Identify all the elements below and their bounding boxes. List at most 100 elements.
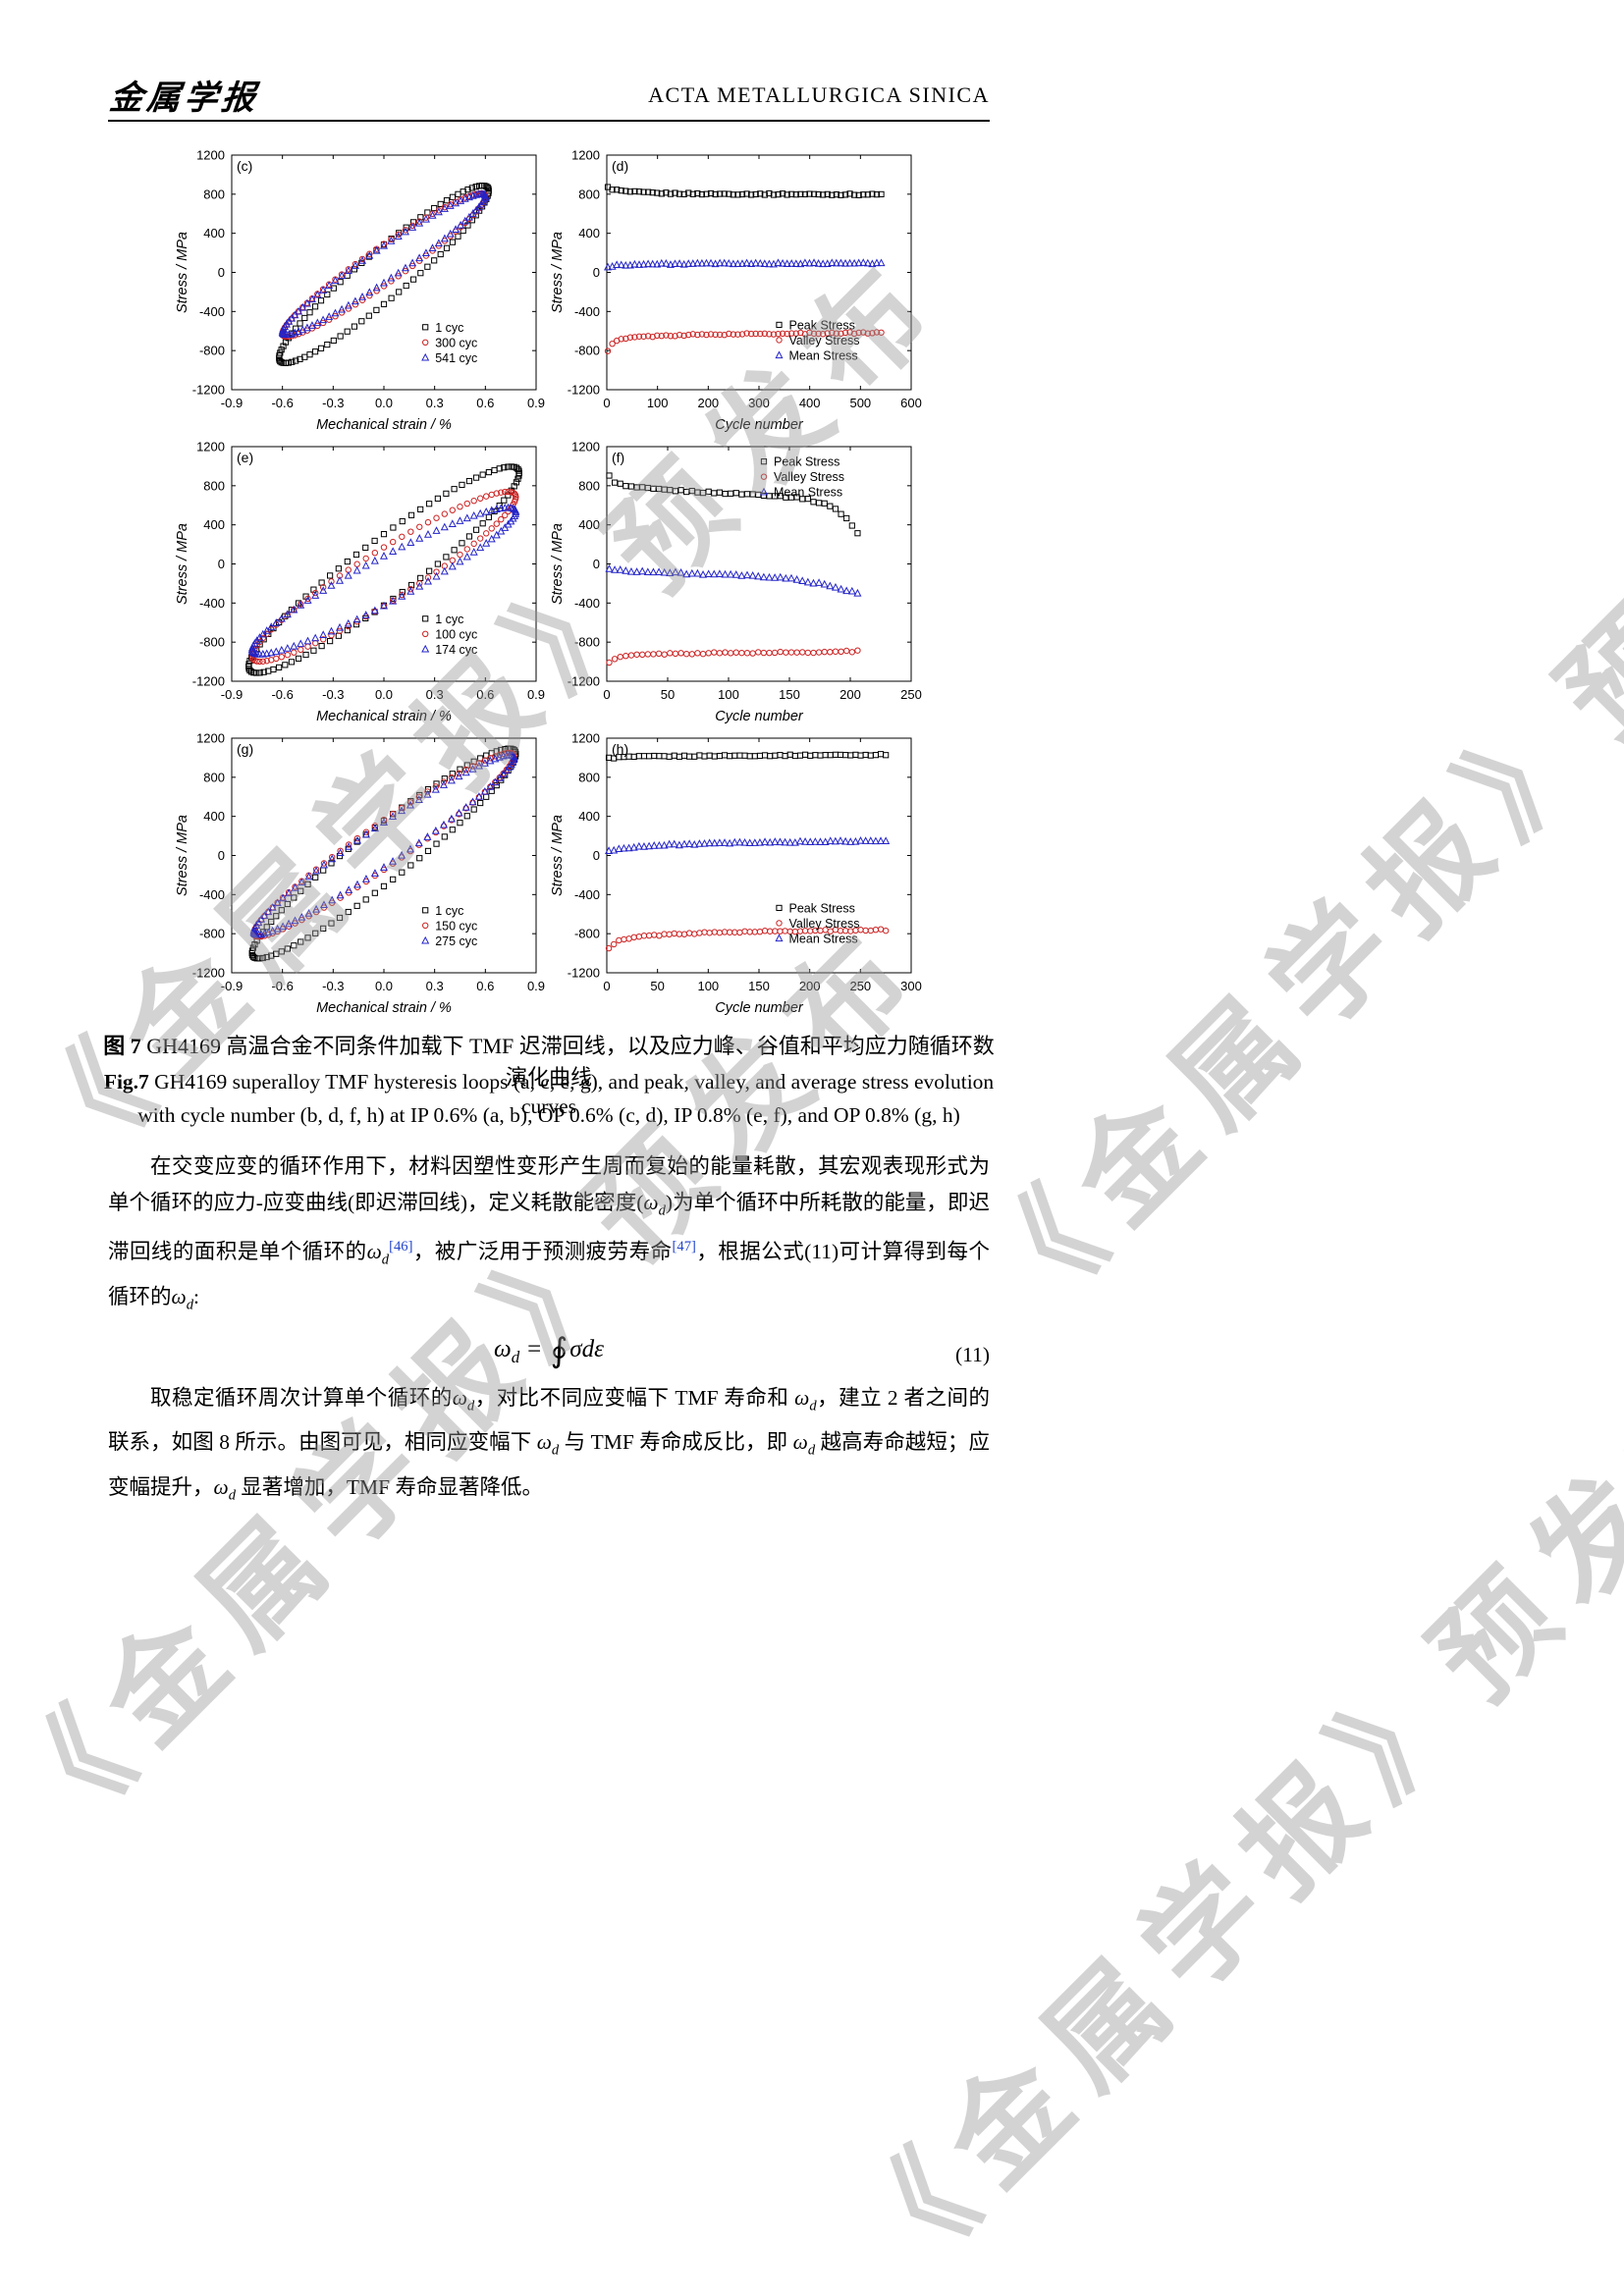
y-axis-label: Stress / MPa (175, 232, 190, 313)
svg-text:400: 400 (203, 809, 225, 824)
figure-caption-english-line2: with cycle number (b, d, f, h) at IP 0.6… (137, 1103, 960, 1127)
svg-text:800: 800 (203, 187, 225, 201)
series-150-cyc (250, 749, 517, 940)
equation-equals: = (519, 1336, 549, 1363)
paragraph-1: 在交变应变的循环作用下，材料因塑性变形产生周而复始的能量耗散，其宏观表现形式为单… (108, 1154, 990, 1313)
svg-text:100: 100 (718, 687, 739, 702)
series-275-cyc (249, 750, 518, 938)
panel-label: (d) (612, 158, 628, 174)
svg-text:-0.9: -0.9 (221, 396, 243, 410)
journal-title: ACTA METALLURGICA SINICA (648, 82, 990, 107)
chart-panel-f: 0 50 100 150 200 250 -1200 -800 -400 0 400 800 1200 C… (550, 440, 922, 725)
svg-text:400: 400 (578, 517, 600, 532)
svg-text:250: 250 (900, 687, 922, 702)
panel-label: (h) (612, 741, 628, 757)
x-axis-label: Mechanical strain / % (316, 417, 452, 433)
svg-text:800: 800 (578, 187, 600, 201)
equation-11: ωd = ∮σdε (108, 1331, 990, 1375)
svg-text:-0.6: -0.6 (271, 687, 293, 702)
svg-text:150: 150 (748, 979, 770, 993)
svg-text:0.6: 0.6 (476, 396, 494, 410)
axes: 0 50 100 150 200 250 -1200 -800 -400 0 400 800 1200 C… (550, 440, 922, 725)
equation-integrand: σdε (569, 1336, 604, 1363)
y-axis-label: Stress / MPa (550, 232, 566, 313)
series-peak-stress (606, 472, 861, 537)
svg-text:0.9: 0.9 (527, 687, 545, 702)
svg-text:0: 0 (603, 979, 610, 993)
chart-panel-e: -0.9 -0.6 -0.3 0.0 0.3 0.6 0.9 -1200 -800 -400 0 40… (175, 440, 545, 725)
legend-label: Mean Stress (789, 932, 858, 945)
svg-text:0.0: 0.0 (375, 979, 393, 993)
svg-text:-0.9: -0.9 (221, 687, 243, 702)
x-axis-label: Cycle number (715, 1000, 804, 1016)
panel-label: (e) (237, 450, 253, 465)
x-axis-label: Cycle number (715, 709, 804, 724)
equation-subscript: d (511, 1348, 520, 1367)
series-peak-stress (605, 751, 890, 762)
svg-text:300: 300 (900, 979, 922, 993)
y-axis-label: Stress / MPa (175, 815, 190, 896)
figure-7: -0.9 -0.6 -0.3 0.0 0.3 0.6 0.9 -1200 -800 -400 0 40… (173, 143, 923, 1018)
equation-omega: ω (494, 1336, 512, 1363)
svg-text:50: 50 (650, 979, 664, 993)
legend-label: Peak Stress (774, 455, 839, 469)
contour-integral-symbol: ∮ (550, 1333, 568, 1370)
panel-label: (g) (237, 741, 253, 757)
panel-label: (f) (612, 450, 624, 465)
equation-block: ωd = ∮σdε (11) (108, 1327, 990, 1378)
header-rule (108, 120, 990, 122)
svg-text:-400: -400 (199, 887, 225, 902)
svg-text:0.9: 0.9 (527, 979, 545, 993)
svg-text:0.9: 0.9 (527, 396, 545, 410)
legend-label: 174 cyc (435, 643, 477, 657)
svg-text:200: 200 (839, 687, 861, 702)
svg-text:-800: -800 (199, 344, 225, 358)
series-100-cyc (248, 488, 519, 666)
legend-label: 1 cyc (435, 321, 463, 335)
axes: 0 100 200 300 400 500 600 -1200 -800 -400 0 400 800 1… (550, 148, 922, 434)
svg-text:100: 100 (647, 396, 669, 410)
svg-text:400: 400 (578, 809, 600, 824)
equation-number: (11) (954, 1343, 990, 1367)
legend-label: 1 cyc (435, 613, 463, 626)
legend-label: Peak Stress (789, 318, 855, 332)
chart-panel-c: -0.9 -0.6 -0.3 0.0 0.3 0.6 0.9 -1200 -800 -400 0 40… (175, 148, 545, 434)
svg-text:0: 0 (603, 396, 610, 410)
y-axis-label: Stress / MPa (550, 815, 566, 896)
svg-text:0: 0 (218, 848, 225, 863)
svg-text:400: 400 (799, 396, 821, 410)
legend-label: 100 cyc (435, 627, 477, 641)
legend-label: Peak Stress (789, 901, 855, 915)
series-valley-stress (606, 647, 861, 667)
paragraph-2: 取稳定循环周次计算单个循环的ωd，对比不同应变幅下 TMF 寿命和 ωd，建立 … (108, 1386, 990, 1503)
svg-text:-400: -400 (574, 304, 600, 319)
svg-text:0.3: 0.3 (426, 396, 444, 410)
svg-text:0.0: 0.0 (375, 687, 393, 702)
panel-label: (c) (237, 158, 252, 174)
svg-text:0: 0 (603, 687, 610, 702)
axes: 0 50 100 150 200 250 300 -1200 -800 -400 0 400 800 12… (550, 731, 922, 1017)
series-300-cyc (279, 189, 489, 341)
series-174-cyc (247, 503, 520, 658)
svg-text:1200: 1200 (571, 440, 600, 454)
legend-label: Mean Stress (789, 348, 858, 362)
svg-text:150: 150 (779, 687, 800, 702)
chart-panel-d: 0 100 200 300 400 500 600 -1200 -800 -400 0 400 800 1… (550, 148, 922, 434)
legend-label: Valley Stress (789, 334, 860, 347)
svg-text:-400: -400 (199, 304, 225, 319)
svg-text:-800: -800 (199, 635, 225, 650)
svg-text:800: 800 (203, 478, 225, 493)
chart-panel-h: 0 50 100 150 200 250 300 -1200 -800 -400 0 400 800 12… (550, 731, 922, 1017)
svg-text:-1200: -1200 (568, 383, 600, 398)
svg-text:300: 300 (748, 396, 770, 410)
svg-text:-800: -800 (574, 344, 600, 358)
legend-label: Mean Stress (774, 486, 842, 500)
series-1-cyc (276, 183, 492, 366)
svg-text:0: 0 (593, 557, 600, 571)
legend-label: Valley Stress (789, 917, 860, 931)
svg-text:250: 250 (849, 979, 871, 993)
svg-text:1200: 1200 (571, 148, 600, 163)
